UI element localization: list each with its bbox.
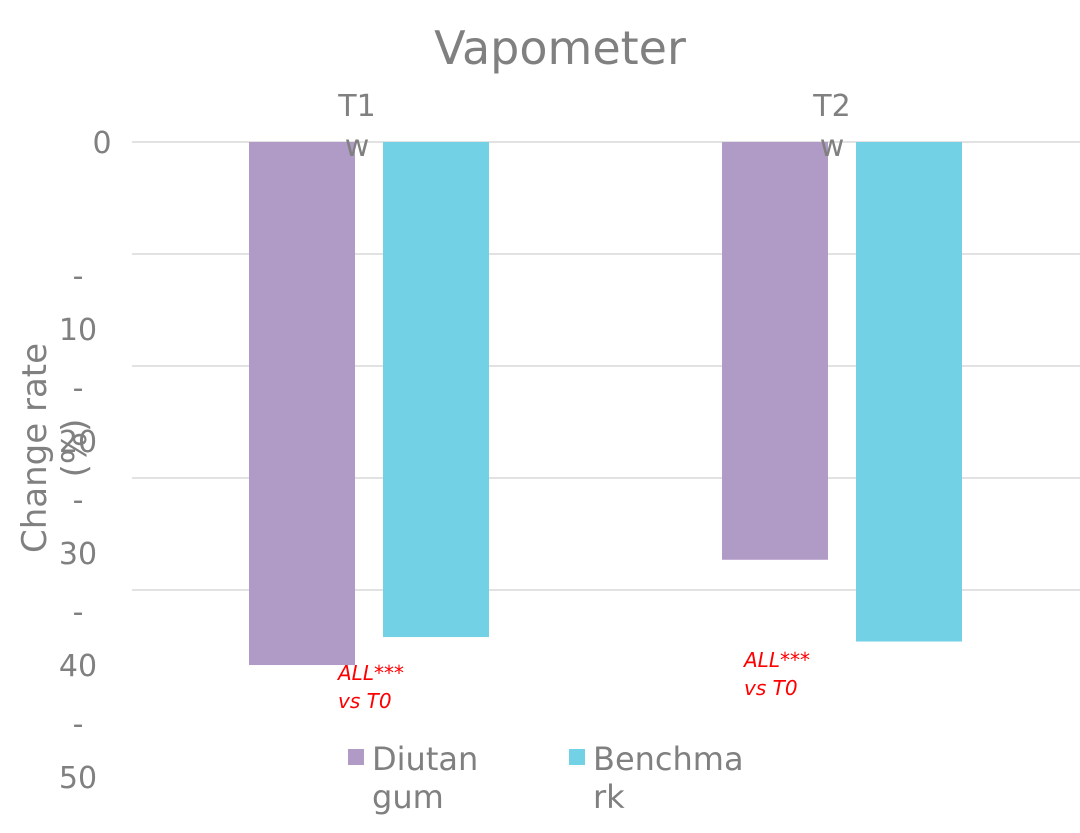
bar-benchmark-1 — [383, 142, 489, 638]
legend-label-benchmark-line: Benchma — [593, 740, 744, 778]
y-tick-label: - 10 — [59, 259, 97, 348]
significance-annotation-2-line: ALL*** — [742, 648, 810, 672]
category-label-2-line: w — [820, 129, 845, 164]
category-label-1-line: w — [345, 129, 370, 164]
y-tick-label-line: 50 — [59, 761, 97, 796]
significance-annotation-1-line: ALL*** — [336, 661, 404, 685]
y-tick-label-line: - — [73, 595, 84, 630]
y-tick-label-line: - — [73, 707, 84, 742]
y-tick-label-line: 20 — [59, 425, 97, 460]
category-label-2: T2 w — [812, 89, 850, 164]
legend-swatch-benchmark — [569, 749, 585, 765]
category-label-1-line: T1 — [337, 89, 375, 124]
significance-annotation-1-line: vs T0 — [338, 689, 392, 713]
annotations: ALL*** vs T0 ALL*** vs T0 — [336, 648, 810, 713]
y-tick-label: 0 — [92, 126, 111, 161]
legend-label-diutan-gum-line: gum — [372, 778, 444, 816]
legend-label-diutan-gum: Diutan gum — [372, 740, 478, 816]
legend: Diutan gum Benchma rk — [348, 740, 744, 816]
category-label-1: T1 w — [337, 89, 375, 164]
y-axis-label-text: Change rate(%) — [15, 343, 95, 553]
chart-title: Vapometer — [434, 21, 686, 75]
bar-benchmark-2 — [856, 142, 962, 642]
significance-annotation-2: ALL*** vs T0 — [742, 648, 810, 700]
y-tick-label: - 30 — [59, 483, 97, 572]
y-tick-label-line: - — [73, 259, 84, 294]
y-tick-label: - 50 — [59, 707, 97, 796]
category-label-2-line: T2 — [812, 89, 850, 124]
y-axis-label: Change rate(%) — [15, 343, 95, 553]
legend-label-diutan-gum-line: Diutan — [372, 740, 478, 778]
y-tick-label-line: 0 — [92, 126, 111, 161]
y-tick-label-line: 30 — [59, 537, 97, 572]
y-axis-label-line: Change rate — [15, 343, 55, 553]
y-tick-label-line: 10 — [59, 313, 97, 348]
y-tick-labels: 0 - 10 - 20 - 30 - 40 - 50 — [59, 126, 112, 796]
significance-annotation-2-line: vs T0 — [744, 676, 798, 700]
y-tick-label-line: - — [73, 371, 84, 406]
legend-swatch-diutan-gum — [348, 749, 364, 765]
y-tick-label: - 20 — [59, 371, 97, 460]
y-tick-label-line: 40 — [59, 649, 97, 684]
bar-diutan-gum-2 — [722, 142, 828, 560]
y-axis-label-line: (%) — [55, 419, 95, 478]
bar-diutan-gum-1 — [249, 142, 355, 666]
legend-label-benchmark: Benchma rk — [593, 740, 744, 816]
legend-label-benchmark-line: rk — [593, 778, 625, 816]
significance-annotation-1: ALL*** vs T0 — [336, 661, 404, 713]
bars — [249, 142, 962, 666]
y-tick-label-line: - — [73, 483, 84, 518]
y-tick-label: - 40 — [59, 595, 97, 684]
category-labels: T1 w T2 w — [337, 89, 850, 164]
